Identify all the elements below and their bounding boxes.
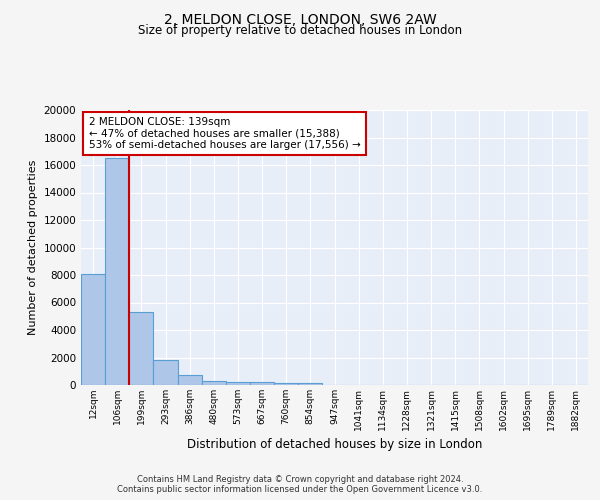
Bar bbox=[105, 158, 129, 385]
Bar bbox=[298, 383, 322, 385]
Bar bbox=[274, 382, 298, 385]
Bar bbox=[202, 381, 226, 385]
Bar bbox=[226, 382, 250, 385]
Text: 2 MELDON CLOSE: 139sqm
← 47% of detached houses are smaller (15,388)
53% of semi: 2 MELDON CLOSE: 139sqm ← 47% of detached… bbox=[89, 117, 361, 150]
Text: 2, MELDON CLOSE, LONDON, SW6 2AW: 2, MELDON CLOSE, LONDON, SW6 2AW bbox=[164, 12, 436, 26]
Bar bbox=[129, 312, 154, 385]
Y-axis label: Number of detached properties: Number of detached properties bbox=[28, 160, 38, 335]
Text: Contains HM Land Registry data © Crown copyright and database right 2024.
Contai: Contains HM Land Registry data © Crown c… bbox=[118, 474, 482, 494]
X-axis label: Distribution of detached houses by size in London: Distribution of detached houses by size … bbox=[187, 438, 482, 451]
Bar bbox=[154, 360, 178, 385]
Bar bbox=[178, 376, 202, 385]
Text: Size of property relative to detached houses in London: Size of property relative to detached ho… bbox=[138, 24, 462, 37]
Bar bbox=[81, 274, 105, 385]
Bar bbox=[250, 382, 274, 385]
